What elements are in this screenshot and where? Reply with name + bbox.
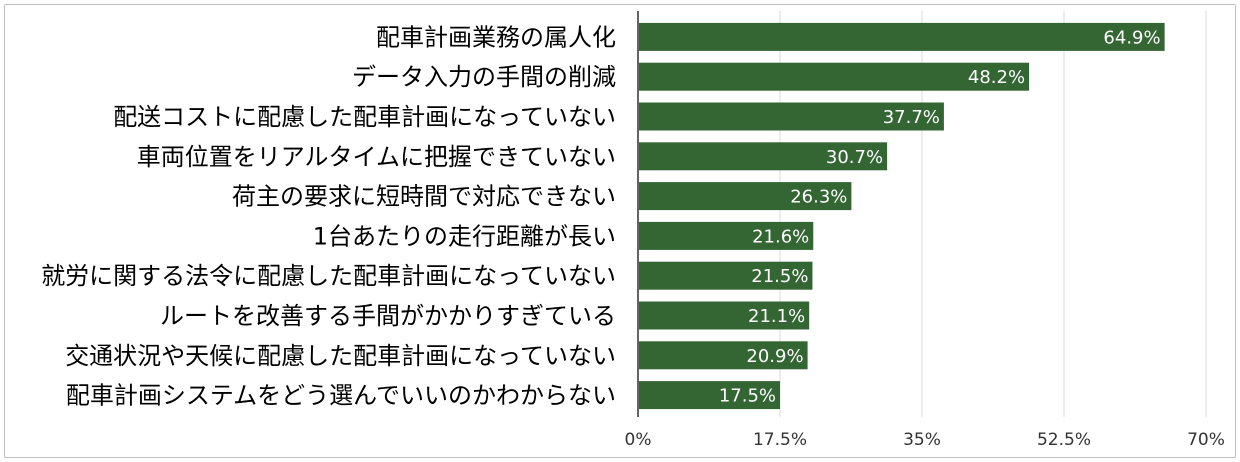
category-label: 配車計画業務の属人化 (376, 23, 616, 51)
category-label: ルートを改善する手間がかかりすぎている (160, 302, 616, 330)
chart-frame (4, 4, 1236, 458)
data-label: 20.9% (746, 346, 803, 367)
x-tick-label: 52.5% (1037, 430, 1091, 450)
bar (639, 261, 813, 290)
tick-layer: 0% 17.5% 35% 52.5% 70% (625, 430, 1225, 450)
data-label: 21.1% (748, 306, 805, 327)
bar (639, 341, 808, 370)
bar (639, 102, 944, 131)
data-label: 21.5% (751, 266, 808, 287)
data-label: 37.7% (883, 107, 940, 128)
category-label: 交通状況や天候に配慮した配車計画になっていない (65, 342, 616, 370)
x-tick-label: 70% (1187, 430, 1225, 450)
category-label: 荷主の要求に短時間で対応できない (232, 183, 616, 211)
category-label: 車両位置をリアルタイムに把握できていない (137, 143, 616, 171)
category-label: 配車計画システムをどう選んでいいのかわからない (66, 382, 616, 410)
category-label: 就労に関する法令に配慮した配車計画になっていない (41, 262, 616, 290)
bar (639, 381, 780, 410)
data-label: 30.7% (826, 147, 883, 168)
data-label: 26.3% (790, 187, 847, 208)
x-tick-label: 17.5% (753, 430, 807, 450)
category-label: データ入力の手間の削減 (352, 63, 616, 91)
data-label: 48.2% (968, 67, 1025, 88)
x-tick-label: 0% (625, 430, 652, 450)
bar (639, 301, 810, 330)
bar (639, 182, 852, 211)
data-label: 21.6% (752, 226, 809, 247)
data-label: 64.9% (1103, 27, 1160, 48)
x-tick-label: 35% (903, 430, 941, 450)
label-layer: 64.9% 配車計画業務の属人化 48.2% データ入力の手間の削減 37.7% 配送コス… (41, 23, 1160, 409)
data-label: 17.5% (719, 386, 776, 407)
bar-layer (639, 22, 1165, 410)
category-label: 1台あたりの走行距離が長い (313, 222, 616, 250)
category-label: 配送コストに配慮した配車計画になっていない (113, 103, 616, 131)
bar (639, 62, 1030, 91)
bar (639, 221, 814, 250)
bar (639, 22, 1165, 51)
bar (639, 142, 888, 171)
